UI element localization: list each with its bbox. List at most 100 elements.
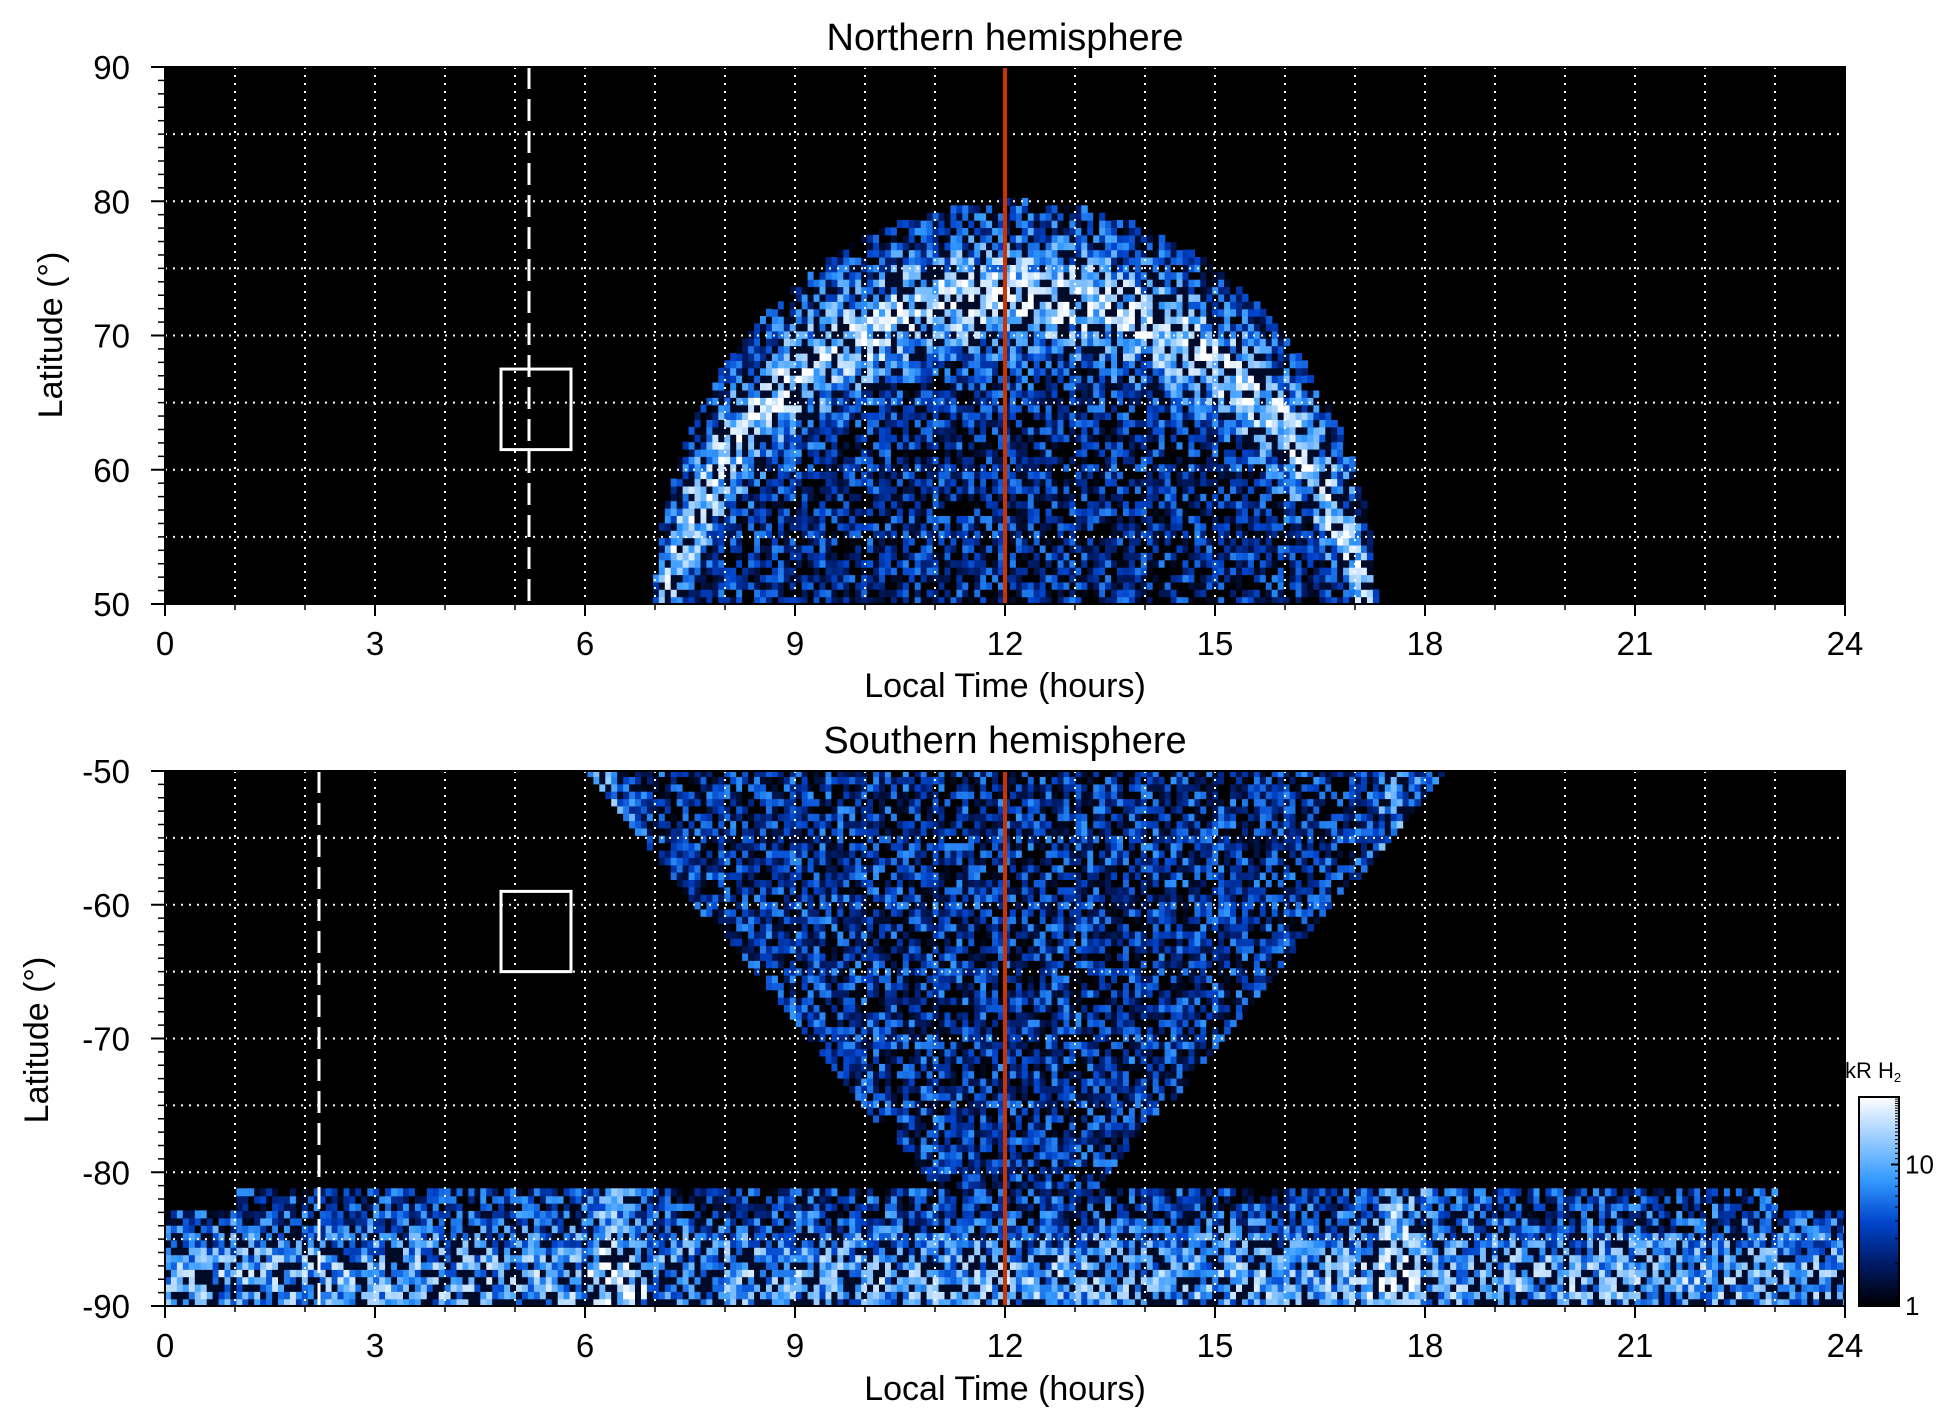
n-heat-cell — [861, 434, 868, 443]
n-heat-cell — [819, 286, 826, 295]
n-heat-cell — [974, 271, 981, 280]
n-heat-cell — [1164, 441, 1172, 450]
n-heat-cell — [1230, 471, 1237, 480]
n-heat-cell — [1051, 234, 1059, 243]
n-heat-cell — [1004, 419, 1011, 428]
n-heat-cell — [1247, 559, 1255, 568]
n-heat-cell — [1206, 323, 1213, 332]
n-heat-cell — [1176, 485, 1184, 494]
n-heat-cell — [861, 426, 868, 435]
n-heat-cell — [867, 404, 874, 413]
n-heat-cell — [807, 308, 815, 317]
n-heat-cell — [1253, 316, 1261, 324]
n-heat-cell — [742, 500, 749, 509]
n-heat-cell — [1188, 382, 1195, 391]
n-heat-cell — [1158, 257, 1166, 265]
n-heat-cell — [956, 212, 963, 221]
n-heat-cell — [1271, 500, 1279, 509]
n-heat-cell — [795, 589, 803, 598]
n-heat-cell — [1021, 463, 1029, 472]
n-heat-cell — [1152, 552, 1160, 561]
n-heat-cell — [1105, 552, 1112, 561]
n-heat-cell — [1075, 316, 1082, 324]
n-heat-cell — [920, 448, 928, 457]
n-heat-cell — [676, 456, 684, 465]
n-heat-cell — [944, 596, 952, 604]
n-heat-cell — [1015, 227, 1023, 236]
n-heat-cell — [938, 242, 946, 251]
n-heat-cell — [962, 456, 969, 465]
n-heat-cell — [837, 552, 844, 561]
n-heat-cell — [1051, 574, 1059, 583]
n-heat-cell — [1224, 419, 1231, 428]
n-heat-cell — [908, 301, 916, 310]
n-heat-cell — [1259, 353, 1267, 361]
n-heat-cell — [1253, 552, 1261, 561]
n-heat-cell — [1021, 197, 1029, 206]
n-heat-cell — [1004, 441, 1011, 450]
n-heat-cell — [1146, 338, 1154, 347]
n-heat-cell — [1259, 471, 1267, 480]
n-heat-cell — [1045, 242, 1053, 251]
n-heat-cell — [938, 308, 946, 317]
n-heat-cell — [1283, 441, 1291, 450]
n-heat-cell — [1170, 471, 1178, 480]
n-heat-cell — [914, 493, 922, 502]
n-heat-cell — [1194, 508, 1201, 516]
n-heat-cell — [1146, 581, 1154, 590]
n-heat-cell — [682, 530, 690, 539]
n-heat-cell — [956, 234, 963, 243]
n-heat-cell — [861, 596, 868, 604]
n-heat-cell — [1057, 412, 1064, 420]
n-heat-cell — [1194, 279, 1201, 288]
n-heat-cell — [962, 567, 969, 576]
n-heat-cell — [861, 316, 868, 324]
n-heat-cell — [1087, 567, 1094, 576]
n-heat-cell — [998, 264, 1005, 273]
n-heat-cell — [956, 485, 963, 494]
n-heat-cell — [1093, 220, 1100, 228]
n-heat-cell — [1188, 485, 1195, 494]
n-heat-cell — [855, 456, 862, 465]
n-heat-cell — [1212, 419, 1219, 428]
n-heat-cell — [879, 581, 886, 590]
n-heat-cell — [718, 567, 725, 576]
n-heat-cell — [754, 485, 761, 494]
n-heat-cell — [1146, 316, 1154, 324]
n-heat-cell — [1206, 448, 1213, 457]
n-heat-cell — [1063, 441, 1071, 450]
n-heat-cell — [962, 559, 969, 568]
n-heat-cell — [1021, 382, 1029, 391]
n-heat-cell — [1004, 522, 1011, 531]
n-heat-cell — [986, 522, 993, 531]
n-heat-cell — [1140, 389, 1148, 398]
n-heat-cell — [1111, 360, 1118, 369]
n-heat-cell — [902, 227, 910, 236]
n-heat-cell — [1277, 581, 1285, 590]
n-heat-cell — [706, 419, 713, 428]
n-heat-cell — [1218, 286, 1225, 295]
n-heat-cell — [700, 456, 707, 465]
n-heat-cell — [855, 330, 862, 339]
n-heat-cell — [1182, 434, 1190, 443]
n-heat-cell — [998, 249, 1005, 258]
n-heat-cell — [1021, 220, 1029, 228]
n-heat-cell — [1242, 552, 1249, 561]
n-heat-cell — [1057, 508, 1064, 516]
n-heat-cell — [1218, 345, 1225, 354]
n-heat-cell — [902, 389, 910, 398]
n-heat-cell — [724, 434, 731, 443]
n-heat-cell — [837, 249, 844, 258]
n-heat-cell — [730, 375, 737, 384]
n-heat-cell — [902, 323, 910, 332]
n-heat-cell — [1176, 279, 1184, 288]
n-heat-cell — [1117, 500, 1124, 509]
n-heat-cell — [885, 353, 892, 361]
n-heat-cell — [813, 471, 821, 480]
n-heat-cell — [1039, 345, 1047, 354]
n-heat-cell — [920, 500, 928, 509]
n-heat-cell — [825, 404, 833, 413]
n-heat-cell — [1093, 397, 1100, 406]
n-heat-cell — [1117, 264, 1124, 273]
n-heat-cell — [736, 345, 743, 354]
